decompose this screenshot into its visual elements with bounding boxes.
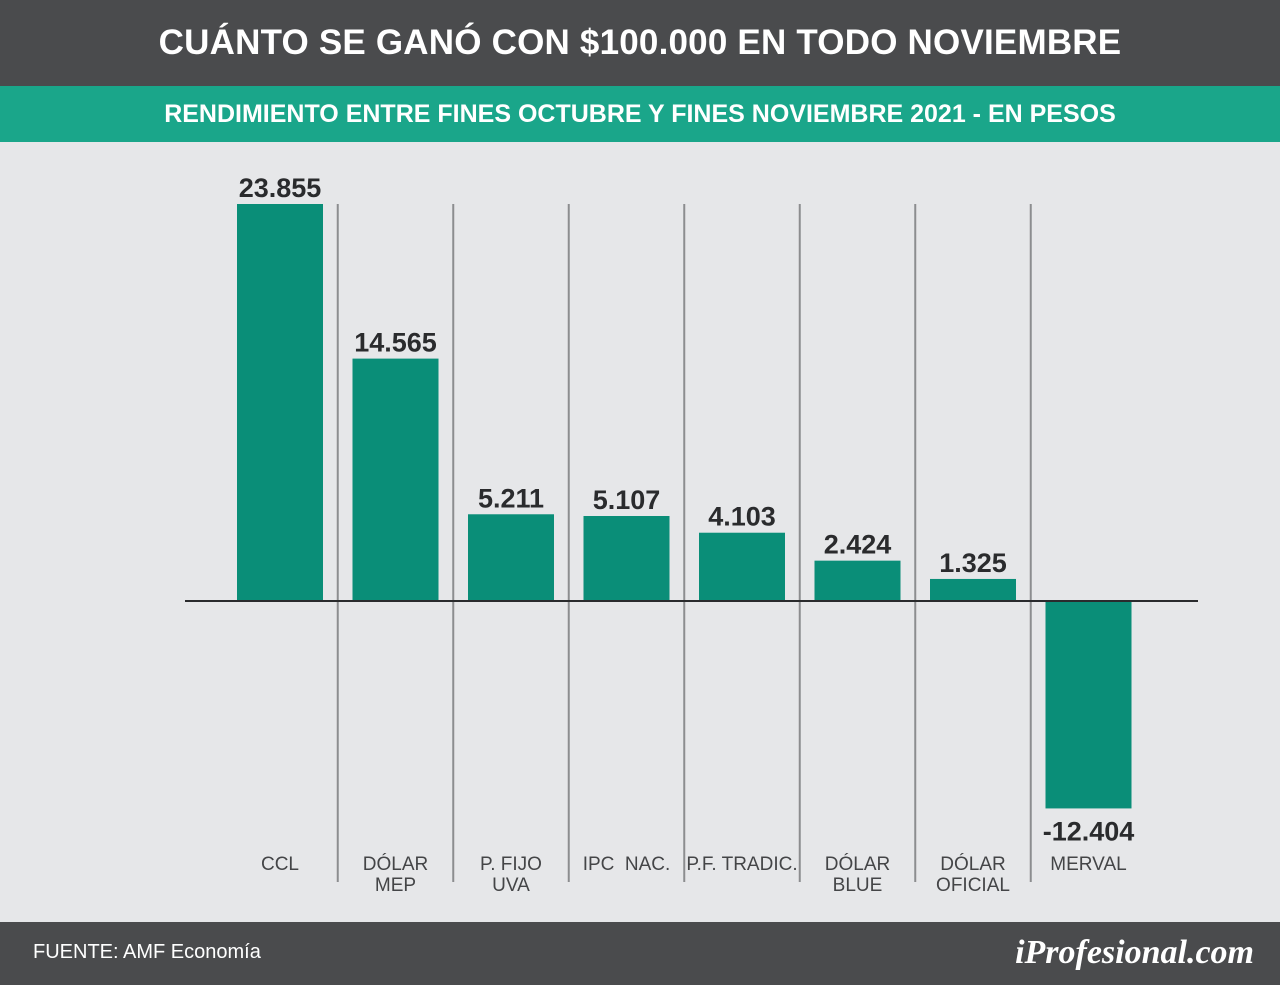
data-label: 2.424 [824, 530, 892, 560]
category-label: UVA [492, 875, 530, 896]
data-label: -12.404 [1043, 816, 1135, 846]
bar [352, 358, 439, 601]
bar [1045, 602, 1132, 809]
category-label: P.F. TRADIC. [686, 854, 797, 875]
data-label: 5.211 [478, 483, 544, 513]
source-note: FUENTE: AMF Economía [33, 941, 261, 963]
chart-title: CUÁNTO SE GANÓ CON $100.000 EN TODO NOVI… [158, 23, 1122, 62]
bar [814, 560, 901, 601]
category-label: DÓLAR [825, 853, 890, 875]
data-label: 14.565 [354, 328, 437, 358]
bar [930, 578, 1016, 601]
bar [468, 514, 554, 601]
category-label: P. FIJO [480, 854, 542, 875]
chart-area: 23.855 CCL 14.565 DÓLAR MEP 5.211 P. FIJO UVA 5.… [0, 142, 1280, 922]
brand-logo: iProfesional.com [1015, 934, 1254, 971]
data-label: 23.855 [239, 173, 322, 203]
category-label: OFICIAL [936, 875, 1010, 896]
data-label: 1.325 [939, 548, 1007, 578]
bar [699, 532, 785, 601]
footer: FUENTE: AMF Economía iProfesional.com [0, 922, 1280, 985]
category-label: BLUE [833, 875, 883, 896]
data-label: 4.103 [708, 502, 776, 532]
bar [237, 204, 323, 601]
title-bar: CUÁNTO SE GANÓ CON $100.000 EN TODO NOVI… [0, 0, 1280, 86]
category-label: MEP [375, 875, 416, 896]
data-label: 5.107 [593, 485, 661, 515]
bar [583, 516, 670, 601]
subtitle-bar: RENDIMIENTO ENTRE FINES OCTUBRE Y FINES … [0, 86, 1280, 142]
category-label: MERVAL [1050, 854, 1126, 875]
category-label: IPC NAC. [583, 854, 671, 875]
category-label: DÓLAR [363, 853, 428, 875]
category-label: CCL [261, 854, 299, 875]
chart-subtitle: RENDIMIENTO ENTRE FINES OCTUBRE Y FINES … [164, 99, 1116, 128]
category-label: DÓLAR [940, 853, 1005, 875]
